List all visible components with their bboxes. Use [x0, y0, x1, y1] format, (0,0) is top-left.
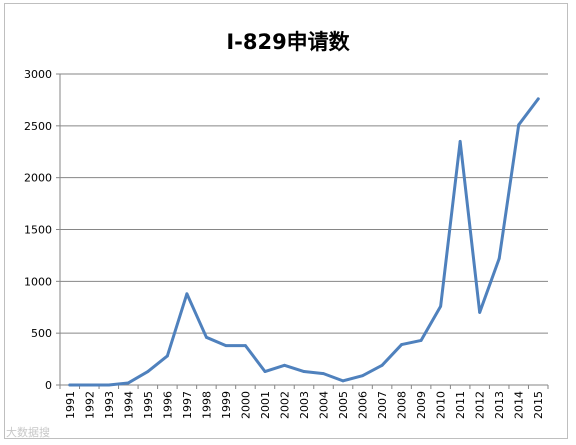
x-tick-label-2003: 2003 [298, 391, 311, 419]
x-tick-label-1996: 1996 [161, 391, 174, 419]
data-point-1992 [87, 383, 91, 387]
data-point-2015 [536, 97, 540, 101]
data-point-1994 [126, 381, 130, 385]
x-tick-label-2002: 2002 [278, 391, 291, 419]
x-tick-label-1999: 1999 [220, 391, 233, 419]
data-point-2007 [380, 363, 384, 367]
data-point-1999 [224, 344, 228, 348]
x-tick-label-2004: 2004 [318, 391, 331, 419]
x-tick-label-2014: 2014 [513, 391, 526, 419]
axes [59, 74, 548, 386]
chart-title: I-829申请数 [226, 30, 350, 54]
y-axis-ticks: 0 500 1000 1500 2000 2500 3000 [24, 68, 60, 392]
data-point-2004 [322, 372, 325, 375]
x-tick-label-2008: 2008 [396, 391, 409, 419]
data-point-2011 [458, 139, 462, 143]
series-line-0 [68, 97, 540, 387]
x-axis-ticks: 1991 1992 1993 1994 1995 1996 1997 1998 1999 2000… [59, 385, 549, 419]
watermark: 大数据搜 [6, 426, 50, 439]
x-tick-label-1992: 1992 [83, 391, 96, 419]
x-tick-label-1997: 1997 [181, 391, 194, 419]
x-tick-label-1998: 1998 [200, 391, 213, 419]
data-point-1997 [185, 292, 189, 296]
x-tick-label-1991: 1991 [64, 391, 77, 419]
gridlines [60, 73, 548, 334]
x-tick-label-2010: 2010 [435, 391, 448, 419]
x-tick-label-1993: 1993 [103, 391, 116, 419]
x-tick-label-2015: 2015 [532, 391, 545, 419]
y-tick-label-3: 1500 [24, 224, 52, 237]
data-point-1996 [165, 354, 169, 358]
data-point-1998 [205, 335, 208, 339]
data-point-2002 [283, 363, 286, 367]
x-tick-label-2009: 2009 [415, 391, 428, 419]
data-point-2009 [419, 339, 423, 342]
x-tick-label-2013: 2013 [493, 391, 506, 419]
data-point-2014 [517, 123, 521, 127]
series-lines [68, 97, 540, 387]
data-point-2012 [478, 311, 482, 314]
x-tick-label-2001: 2001 [259, 391, 272, 419]
y-tick-label-0: 0 [45, 379, 52, 392]
data-point-2003 [302, 370, 306, 373]
data-point-1991 [68, 383, 72, 387]
y-tick-label-5: 2500 [24, 120, 52, 133]
data-point-2001 [263, 370, 267, 373]
data-point-2013 [497, 257, 501, 260]
x-tick-label-2006: 2006 [357, 391, 370, 419]
y-tick-label-1: 500 [31, 327, 52, 340]
data-point-1995 [146, 370, 150, 373]
y-tick-label-6: 3000 [24, 68, 52, 81]
x-tick-label-2007: 2007 [376, 391, 389, 419]
x-tick-label-1994: 1994 [122, 391, 135, 419]
x-tick-label-2000: 2000 [239, 391, 252, 419]
data-point-2010 [439, 304, 443, 308]
data-point-2006 [361, 374, 364, 378]
data-point-2008 [400, 343, 403, 346]
x-tick-label-2012: 2012 [474, 391, 487, 419]
data-point-2000 [244, 344, 247, 348]
y-tick-label-4: 2000 [24, 172, 52, 185]
x-tick-label-2005: 2005 [337, 391, 350, 419]
data-point-2005 [341, 379, 345, 383]
data-point-1993 [107, 383, 111, 387]
x-tick-label-2011: 2011 [454, 391, 467, 419]
x-tick-label-1995: 1995 [142, 391, 155, 419]
y-tick-label-2: 1000 [24, 275, 52, 288]
